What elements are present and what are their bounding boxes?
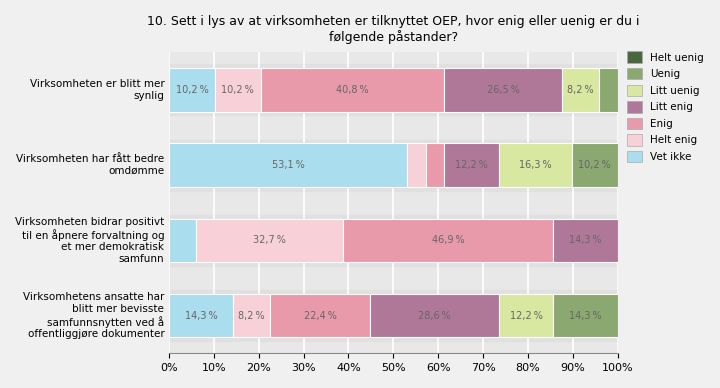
Text: 32,7 %: 32,7 % (253, 236, 287, 245)
Bar (169, 294, 233, 338)
Text: 16,3 %: 16,3 % (519, 160, 552, 170)
Bar (169, 68, 215, 112)
Bar (444, 68, 562, 112)
Bar (599, 68, 618, 112)
Bar (233, 294, 270, 338)
Text: 10,2 %: 10,2 % (221, 85, 254, 95)
Bar (169, 218, 197, 262)
Bar (169, 140, 618, 191)
Bar (169, 290, 618, 341)
Bar (426, 143, 444, 187)
Bar (343, 218, 554, 262)
Text: 46,9 %: 46,9 % (432, 236, 464, 245)
Bar (261, 68, 444, 112)
Bar (562, 68, 599, 112)
Legend: Helt uenig, Uenig, Litt uenig, Litt enig, Enig, Helt enig, Vet ikke: Helt uenig, Uenig, Litt uenig, Litt enig… (627, 52, 704, 162)
Text: 12,2 %: 12,2 % (455, 160, 487, 170)
Title: 10. Sett i lys av at virksomheten er tilknyttet OEP, hvor enig eller uenig er du: 10. Sett i lys av at virksomheten er til… (147, 15, 639, 44)
Bar (572, 143, 618, 187)
Bar (444, 143, 499, 187)
Bar (554, 294, 618, 338)
Text: 12,2 %: 12,2 % (510, 311, 542, 320)
Text: 53,1 %: 53,1 % (271, 160, 305, 170)
Bar (169, 215, 618, 266)
Text: 28,6 %: 28,6 % (418, 311, 451, 320)
Text: 14,3 %: 14,3 % (185, 311, 217, 320)
Text: 8,2 %: 8,2 % (238, 311, 265, 320)
Text: 14,3 %: 14,3 % (570, 311, 602, 320)
Bar (270, 294, 371, 338)
Bar (499, 143, 572, 187)
Bar (499, 294, 554, 338)
Text: 40,8 %: 40,8 % (336, 85, 369, 95)
Bar (197, 218, 343, 262)
Text: 22,4 %: 22,4 % (304, 311, 337, 320)
Bar (169, 64, 618, 116)
Bar (554, 218, 618, 262)
Text: 14,3 %: 14,3 % (570, 236, 602, 245)
Text: 8,2 %: 8,2 % (567, 85, 594, 95)
Bar (408, 143, 426, 187)
Bar (169, 143, 408, 187)
Text: 10,2 %: 10,2 % (176, 85, 208, 95)
Bar (371, 294, 499, 338)
Bar (215, 68, 261, 112)
Text: 10,2 %: 10,2 % (578, 160, 611, 170)
Text: 26,5 %: 26,5 % (487, 85, 519, 95)
